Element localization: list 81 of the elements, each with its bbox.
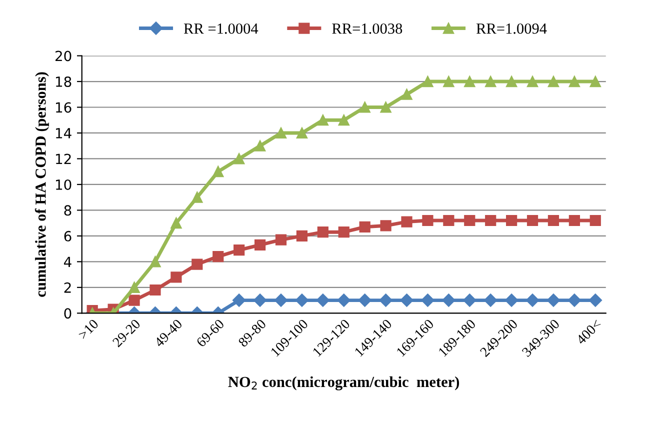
point: [485, 214, 496, 226]
point: [275, 127, 287, 139]
point: [234, 153, 245, 164]
point: [170, 218, 182, 229]
point: [380, 102, 392, 113]
point: [568, 214, 580, 226]
point: [337, 294, 350, 307]
y-tick-label: 0: [64, 308, 72, 319]
point: [253, 294, 267, 307]
x-axis-title: NO$_{2}$ conc(microgram/cubic meter): [228, 376, 460, 390]
point: [443, 76, 454, 88]
point: [212, 166, 224, 178]
point: [568, 76, 580, 88]
y-tick-label: 6: [64, 230, 72, 242]
point: [358, 294, 372, 307]
y-tick-label: 20: [55, 50, 72, 62]
point: [359, 102, 370, 113]
point: [401, 216, 412, 228]
point: [484, 294, 498, 307]
point: [421, 294, 434, 307]
point: [506, 214, 518, 226]
y-tick-label: 14: [56, 128, 72, 138]
point: [150, 284, 161, 296]
point: [379, 294, 392, 307]
point: [254, 140, 266, 152]
point: [380, 220, 392, 232]
legend-label: RR=1.0094: [476, 23, 547, 34]
point: [464, 76, 476, 88]
point: [588, 294, 602, 307]
point: [443, 214, 454, 226]
y-axis-title: cumulative of HA COPD (persons): [34, 72, 49, 297]
legend-label: RR =1.0004: [184, 23, 258, 34]
point: [150, 256, 161, 268]
point: [192, 192, 203, 203]
point: [170, 272, 182, 283]
point: [192, 258, 203, 270]
point: [464, 214, 476, 226]
point: [526, 294, 540, 307]
point: [548, 76, 560, 88]
point: [338, 114, 350, 126]
point: [485, 76, 496, 88]
point: [295, 294, 309, 307]
point: [296, 127, 308, 139]
point: [274, 294, 288, 307]
point: [590, 76, 601, 88]
point: [442, 294, 456, 307]
point: [254, 239, 266, 251]
point: [422, 76, 434, 88]
y-tick-label: 12: [56, 154, 71, 164]
point: [401, 88, 412, 100]
point: [526, 214, 538, 226]
point: [128, 282, 140, 293]
legend-label: RR=1.0038: [332, 23, 402, 34]
point: [317, 226, 328, 238]
point: [317, 114, 328, 126]
point: [400, 294, 414, 307]
point: [234, 244, 245, 256]
y-tick-label: 10: [56, 179, 72, 190]
point: [359, 221, 370, 232]
y-tick-label: 18: [56, 76, 72, 87]
y-tick-label: 4: [64, 256, 72, 267]
point: [212, 250, 224, 262]
y-tick-label: 8: [64, 205, 72, 216]
point: [546, 294, 560, 307]
point: [338, 226, 350, 238]
point: [463, 294, 476, 307]
y-tick-label: 16: [56, 102, 72, 113]
point: [590, 214, 601, 226]
point: [316, 294, 330, 307]
point: [232, 294, 246, 307]
point: [526, 76, 538, 88]
point: [128, 294, 140, 306]
point: [296, 230, 308, 242]
point: [506, 76, 518, 88]
point: [422, 214, 434, 226]
point: [504, 294, 518, 307]
point: [275, 234, 287, 246]
x-tick-label: >10: [78, 318, 99, 340]
point: [568, 294, 582, 307]
y-tick-label: 2: [64, 282, 71, 293]
point: [548, 214, 560, 226]
